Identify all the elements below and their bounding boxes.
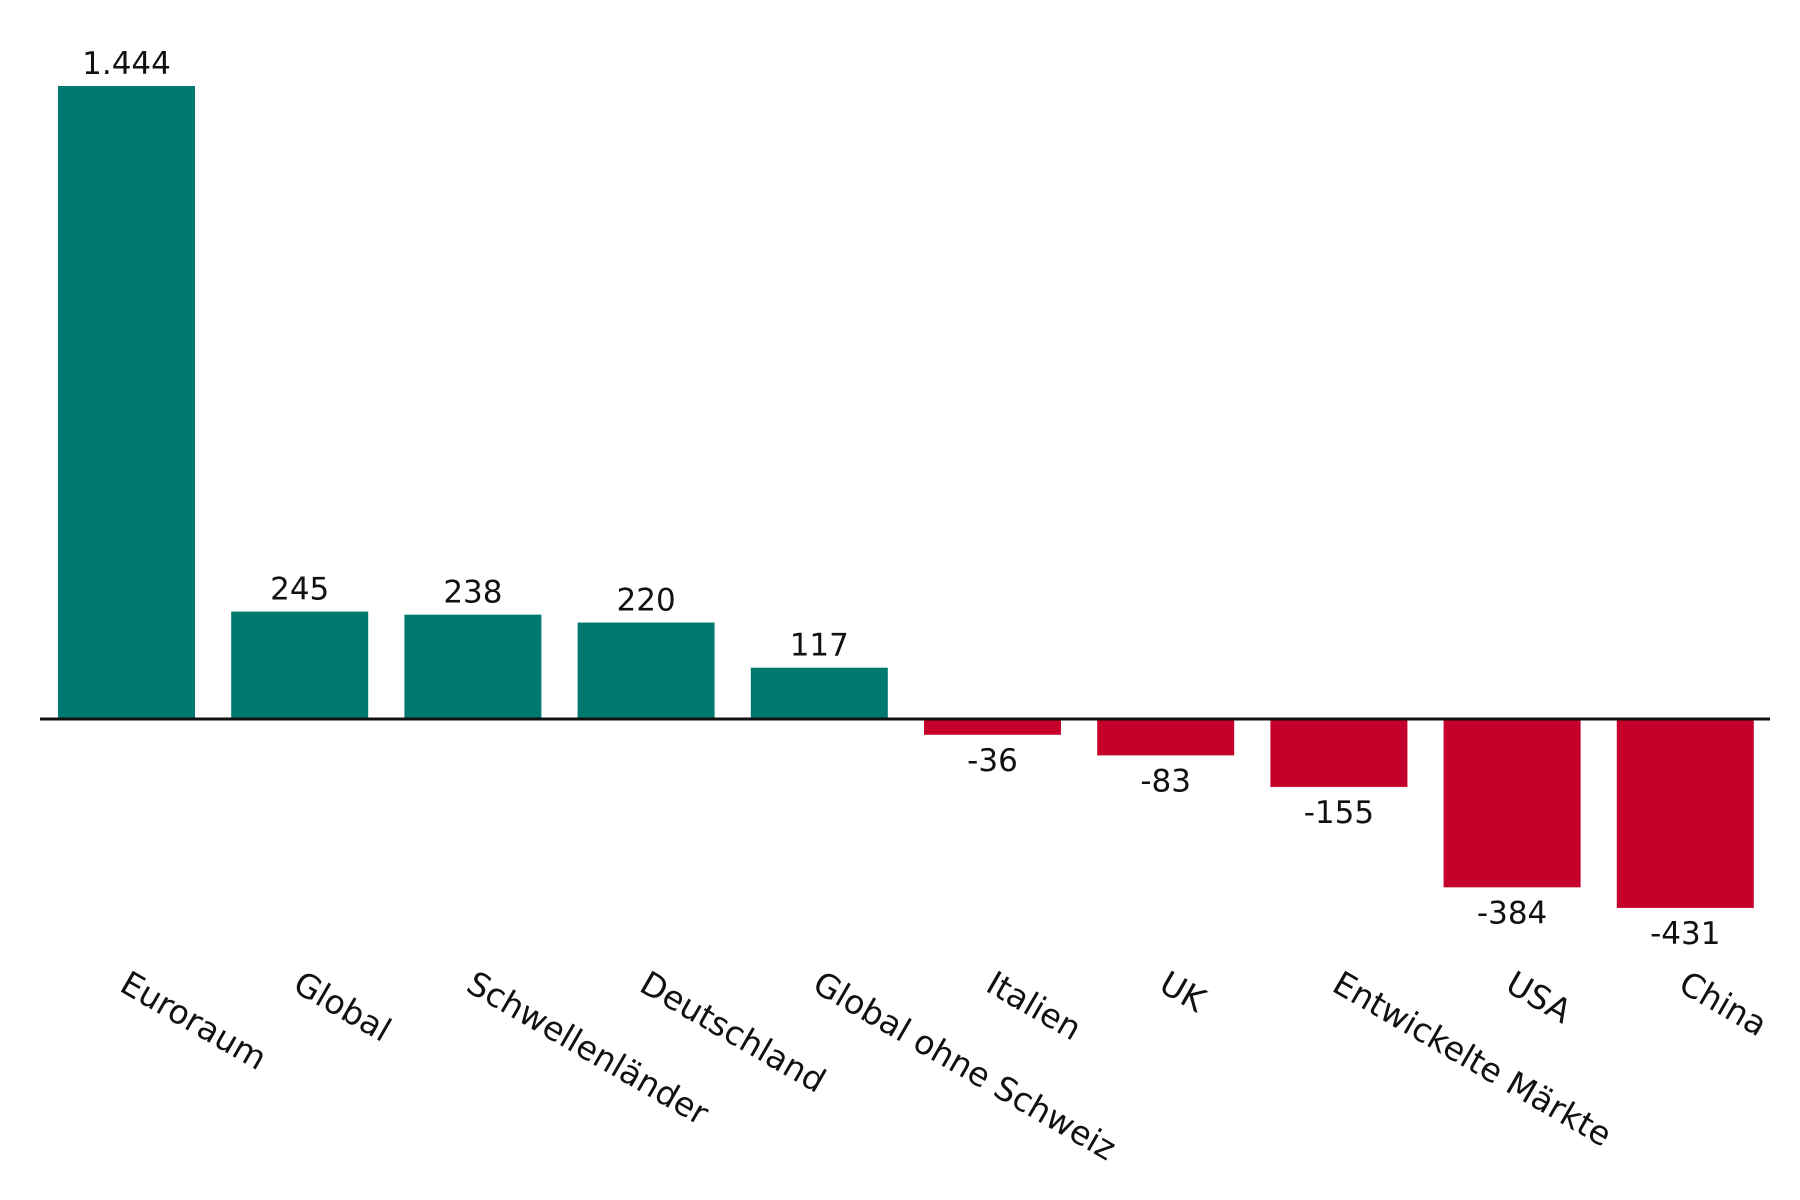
category-label-global-ohne-schweiz: Global ohne Schweiz [807, 963, 1123, 1168]
bar-euroraum [58, 86, 195, 719]
bar-italien [924, 719, 1061, 735]
value-label-china: -431 [1650, 916, 1720, 952]
value-label-euroraum: 1.444 [82, 46, 171, 82]
value-label-schwellenlaender: 238 [443, 575, 502, 611]
value-label-italien: -36 [967, 743, 1018, 779]
bar-entwickelte-maerkte [1270, 719, 1408, 787]
category-label-global: Global [287, 963, 398, 1049]
value-label-global-ohne-schweiz: 117 [790, 628, 849, 664]
value-label-usa: -384 [1477, 895, 1547, 931]
bar-global [231, 611, 369, 719]
value-label-entwickelte-maerkte: -155 [1304, 795, 1374, 831]
bar-uk [1097, 719, 1235, 756]
value-labels-group: 1.444 245 238 220 117 -36 -83 -155 -384 -431 [82, 46, 1720, 952]
bar-usa [1443, 719, 1581, 888]
bars-group [58, 86, 1754, 908]
category-label-china: China [1673, 963, 1774, 1044]
value-label-global: 245 [270, 572, 329, 608]
bar-china [1616, 719, 1754, 908]
category-label-usa: USA [1500, 963, 1579, 1031]
bar-schwellenlaender [404, 614, 542, 719]
category-labels-group: Euroraum Global SchwellenländerDeutschland… [114, 963, 1774, 1168]
category-label-entwickelte-maerkte: Entwickelte Märkte [1326, 963, 1618, 1154]
category-label-italien: Italien [980, 963, 1088, 1048]
value-label-uk: -83 [1140, 763, 1191, 799]
category-label-uk: UK [1153, 963, 1213, 1020]
category-label-euroraum: Euroraum [114, 963, 273, 1078]
bar-deutschland [577, 622, 715, 719]
value-label-deutschland: 220 [617, 583, 676, 619]
bar-global-ohne-schweiz [750, 667, 888, 719]
